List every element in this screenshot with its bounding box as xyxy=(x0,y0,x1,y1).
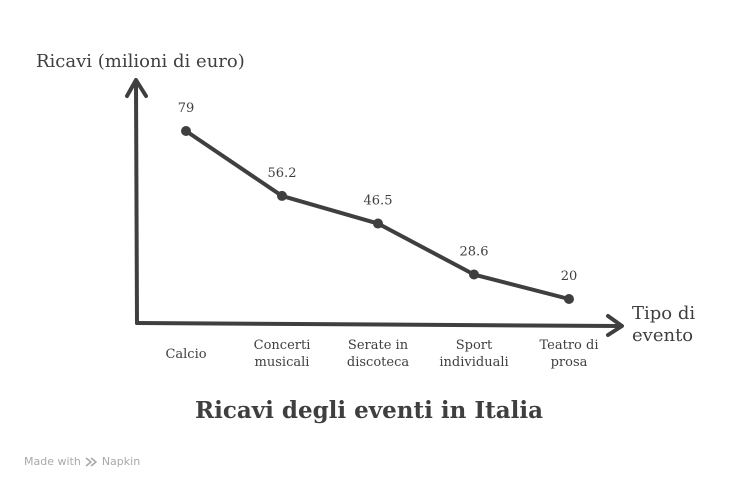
data-label: 56.2 xyxy=(268,166,297,181)
chart-axes xyxy=(125,78,624,337)
x-tick-labels: Calcio Concerti musicali Serate in discoteca… xyxy=(165,338,598,370)
x-tick-label: Sport individuali xyxy=(439,338,508,370)
y-axis-label: Ricavi (milioni di euro) xyxy=(36,51,245,72)
watermark-prefix: Made with xyxy=(24,455,81,468)
data-point xyxy=(373,218,383,229)
x-tick-label-line: Calcio xyxy=(165,347,206,362)
x-tick-label: Calcio xyxy=(165,347,206,362)
x-axis-arrow xyxy=(606,314,624,337)
data-label: 79 xyxy=(178,101,195,116)
data-point xyxy=(181,126,191,136)
x-tick-label-line: Serate in xyxy=(348,338,409,353)
chart-title: Ricavi degli eventi in Italia xyxy=(195,397,543,424)
data-label: 46.5 xyxy=(364,194,393,209)
napkin-logo-icon xyxy=(85,456,97,467)
x-axis-line xyxy=(135,321,620,328)
x-axis-label-line: evento xyxy=(632,325,693,346)
data-point xyxy=(469,269,479,280)
x-axis-label-line: Tipo di xyxy=(632,303,695,324)
line-chart: Ricavi (milioni di euro) Tipo di evento Ca… xyxy=(36,51,695,370)
data-point xyxy=(277,190,287,201)
x-tick-label: Serate in discoteca xyxy=(347,338,409,370)
axis-labels: Ricavi (milioni di euro) Tipo di evento xyxy=(36,51,695,346)
data-point xyxy=(564,294,574,304)
chart-series: 79 56.2 46.5 28.6 20 xyxy=(178,101,578,304)
series-line xyxy=(184,129,571,301)
x-tick-label: Concerti musicali xyxy=(254,338,311,370)
y-axis-arrow xyxy=(125,78,148,98)
made-with-napkin: Made with Napkin xyxy=(24,455,140,468)
watermark-brand: Napkin xyxy=(101,455,141,468)
x-tick-label-line: prosa xyxy=(551,355,588,370)
x-tick-label-line: discoteca xyxy=(347,355,409,370)
x-tick-label-line: Sport xyxy=(456,338,493,353)
data-label: 20 xyxy=(561,269,578,284)
x-tick-label-line: Teatro di xyxy=(540,338,599,353)
x-tick-label-line: individuali xyxy=(439,355,508,370)
y-axis-line xyxy=(134,82,139,325)
x-tick-label: Teatro di prosa xyxy=(540,338,599,370)
x-axis-label: Tipo di evento xyxy=(632,303,695,346)
x-tick-label-line: musicali xyxy=(255,355,310,370)
x-tick-label-line: Concerti xyxy=(254,338,311,353)
data-label: 28.6 xyxy=(460,245,489,260)
